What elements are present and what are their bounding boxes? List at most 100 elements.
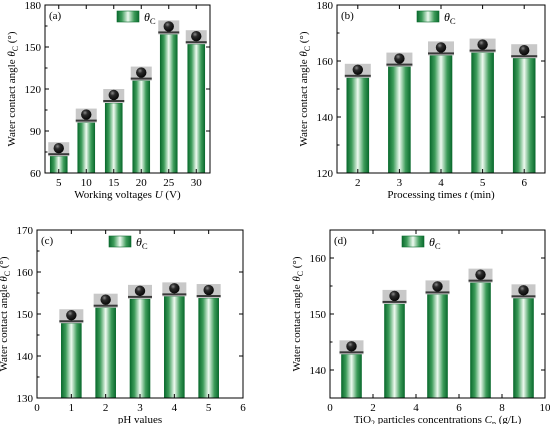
droplet-icon (518, 285, 529, 296)
legend-label: θC (444, 10, 456, 26)
y-tick-label: 130 (17, 393, 34, 405)
droplet-icon (53, 143, 64, 154)
droplet-icon (191, 31, 202, 42)
droplet-icon (477, 39, 488, 50)
droplet-substrate (93, 304, 118, 307)
x-axis-label: pH values (118, 414, 162, 424)
droplet-icon (519, 45, 530, 56)
droplet-substrate (158, 31, 180, 34)
droplet-substrate (425, 291, 450, 294)
droplet-image (468, 268, 493, 283)
bar (187, 43, 206, 174)
legend-label: θC (136, 235, 148, 251)
y-tick-label: 140 (317, 112, 334, 124)
legend-label: θC (429, 235, 441, 251)
droplet-icon (432, 281, 443, 292)
droplet-substrate (103, 100, 125, 102)
droplet-icon (163, 21, 174, 32)
droplet-icon (435, 42, 447, 53)
droplet-icon (394, 53, 405, 64)
x-tick-label: 4 (438, 177, 444, 189)
bar (164, 296, 185, 399)
droplet-image (511, 284, 536, 299)
bar (198, 297, 219, 399)
droplet-image (382, 289, 407, 304)
y-tick-label: 90 (30, 126, 42, 138)
droplet-image (428, 41, 454, 56)
droplet-image (185, 30, 207, 45)
droplet-image (93, 293, 118, 308)
bar (429, 55, 453, 174)
y-tick-label: 180 (317, 0, 334, 12)
droplet-icon (169, 283, 180, 294)
bar (132, 80, 151, 174)
legend-swatch (416, 10, 440, 23)
legend: θC (401, 235, 441, 251)
chart-panel-3: 130 140 150 160 170 0 1 2 3 4 5 6 pH values Water con… (0, 225, 246, 424)
x-tick-label: 5 (480, 177, 486, 189)
legend: θC (108, 235, 148, 251)
y-tick-label: 140 (17, 351, 34, 363)
droplet-image (130, 66, 152, 81)
x-tick-label: 15 (108, 177, 120, 189)
droplet-icon (475, 269, 486, 280)
x-tick-label: 4 (172, 402, 178, 414)
x-tick-label: 10 (540, 402, 550, 414)
x-tick-label: 0 (327, 402, 333, 414)
x-tick-label: 10 (81, 177, 93, 189)
y-axis-label: Water contact angle θC (°) (0, 256, 12, 371)
bar (159, 34, 178, 174)
droplet-image (386, 52, 413, 67)
droplet-substrate (130, 77, 152, 80)
y-tick-label: 150 (310, 309, 327, 321)
legend: θC (116, 10, 156, 26)
axis-frame (44, 4, 211, 174)
x-axis-label: Working voltages U (V) (74, 189, 181, 201)
y-tick-label: 150 (25, 42, 42, 54)
bar (427, 294, 448, 399)
y-tick-label: 170 (17, 225, 34, 237)
droplet-substrate (185, 41, 207, 44)
droplet-image (128, 284, 152, 299)
droplet-substrate (511, 55, 538, 58)
x-tick-label: 3 (137, 402, 143, 414)
droplet-icon (108, 89, 119, 101)
x-tick-label: 2 (355, 177, 361, 189)
bar (388, 66, 411, 174)
droplet-image (425, 280, 450, 295)
droplet-substrate (162, 293, 187, 296)
bar (512, 57, 536, 174)
droplet-image (103, 89, 125, 103)
droplet-image (196, 284, 221, 299)
y-tick-label: 120 (25, 84, 42, 96)
y-axis-label: Water contact angle θC (°) (6, 31, 20, 146)
x-axis-label: Processing times t (min) (387, 189, 495, 201)
droplet-icon (66, 310, 77, 321)
y-tick-label: 160 (310, 253, 327, 265)
droplet-icon (203, 284, 214, 296)
bar (77, 122, 96, 174)
legend-swatch (116, 10, 140, 23)
droplet-substrate (196, 295, 221, 298)
legend-label: θC (144, 10, 156, 26)
droplet-icon (100, 294, 111, 305)
x-tick-label: 20 (136, 177, 148, 189)
bar (346, 77, 370, 174)
x-tick-label: 8 (499, 402, 505, 414)
droplet-substrate (59, 320, 84, 323)
droplet-image (344, 63, 371, 78)
y-tick-label: 120 (317, 168, 334, 180)
bar (471, 52, 494, 174)
x-tick-label: 2 (370, 402, 376, 414)
y-axis-label: Water contact angle θC (°) (291, 256, 305, 371)
droplet-substrate (382, 300, 407, 303)
x-axis-label: TiO2 particles concentrations Cp (g/L) (354, 414, 522, 424)
bar (513, 298, 534, 399)
bar (95, 307, 116, 399)
droplet-substrate (48, 153, 70, 156)
legend: θC (416, 10, 456, 26)
y-axis-label: Water contact angle θC (°) (298, 31, 312, 146)
droplet-substrate (75, 119, 97, 122)
bar (470, 282, 491, 399)
x-tick-label: 6 (521, 177, 527, 189)
